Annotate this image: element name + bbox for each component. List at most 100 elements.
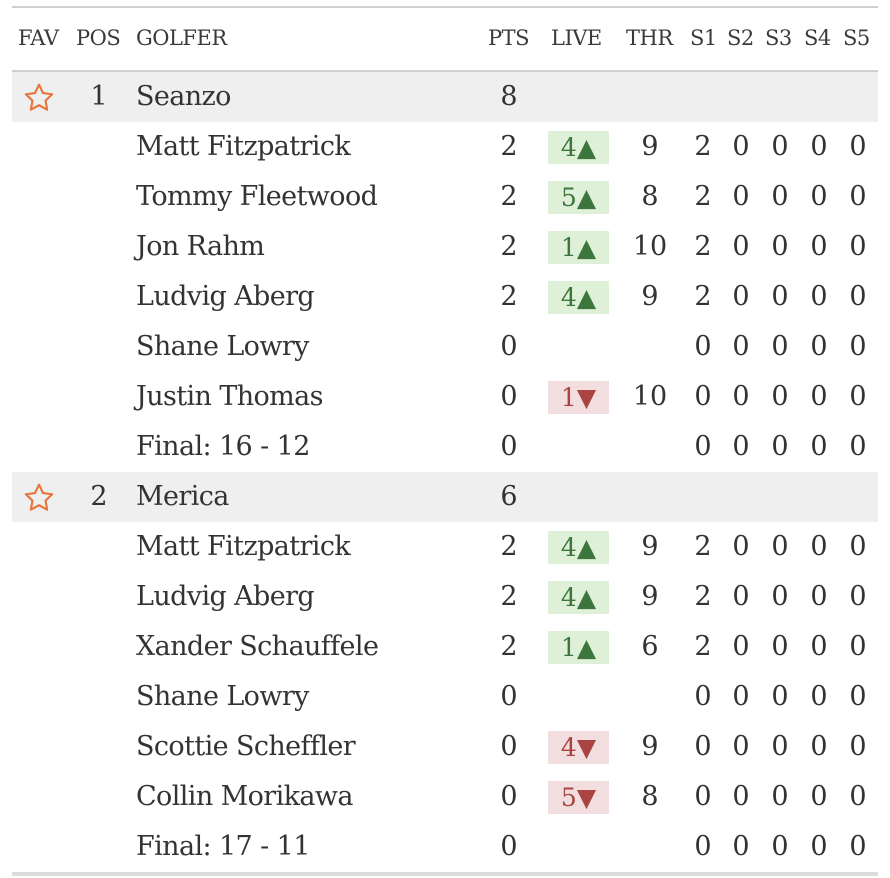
golfer-name: Scottie Scheffler [136, 731, 356, 762]
golfer-s4: 0 [810, 731, 828, 762]
golfer-s3: 0 [771, 281, 789, 312]
golfer-points: 2 [500, 231, 518, 262]
golfer-name: Ludvig Aberg [136, 581, 315, 612]
golfer-s1: 2 [694, 581, 712, 612]
golfer-points: 0 [500, 331, 518, 362]
golfer-s3: 0 [771, 231, 789, 262]
golfer-s4: 0 [810, 681, 828, 712]
golfer-thru: 9 [641, 131, 659, 162]
favorite-star-icon[interactable] [22, 481, 56, 515]
golfer-name: Matt Fitzpatrick [136, 131, 351, 162]
golfer-s5: 0 [849, 631, 867, 662]
golfer-s3: 0 [771, 731, 789, 762]
golfer-row: Ludvig Aberg 2 4▲ 9 2 0 0 0 0 [12, 572, 878, 622]
header-s5: S5 [843, 26, 870, 50]
leaderboard-table: FAV POS GOLFER PTS LIVE THR S1 S2 S3 S4 … [12, 6, 878, 876]
golfer-points: 0 [500, 731, 518, 762]
golfer-s5: 0 [849, 331, 867, 362]
golfer-s4: 0 [810, 531, 828, 562]
golfer-s4: 0 [810, 231, 828, 262]
header-live: LIVE [551, 26, 602, 50]
golfer-s2: 0 [732, 431, 750, 462]
golfer-row: Scottie Scheffler 0 4▼ 9 0 0 0 0 0 [12, 722, 878, 772]
golfer-s4: 0 [810, 631, 828, 662]
golfer-points: 2 [500, 531, 518, 562]
golfer-thru: 9 [641, 731, 659, 762]
golfer-points: 2 [500, 631, 518, 662]
golfer-s3: 0 [771, 681, 789, 712]
team-points: 8 [500, 81, 518, 112]
golfer-s5: 0 [849, 831, 867, 862]
golfer-name: Final: 16 - 12 [136, 431, 310, 462]
golfer-s4: 0 [810, 581, 828, 612]
live-up-badge: 1▲ [548, 231, 609, 264]
golfer-s4: 0 [810, 381, 828, 412]
golfer-s2: 0 [732, 781, 750, 812]
golfer-name: Ludvig Aberg [136, 281, 315, 312]
golfer-s4: 0 [810, 331, 828, 362]
table-bottom-border [12, 872, 878, 876]
golfer-s2: 0 [732, 631, 750, 662]
golfer-s1: 2 [694, 531, 712, 562]
team-name: Merica [136, 481, 229, 512]
golfer-name: Justin Thomas [136, 381, 324, 412]
golfer-row: Final: 16 - 12 0 0 0 0 0 0 [12, 422, 878, 472]
golfer-row: Ludvig Aberg 2 4▲ 9 2 0 0 0 0 [12, 272, 878, 322]
golfer-name: Tommy Fleetwood [136, 181, 378, 212]
golfer-s1: 0 [694, 681, 712, 712]
golfer-name: Xander Schauffele [136, 631, 379, 662]
golfer-row: Matt Fitzpatrick 2 4▲ 9 2 0 0 0 0 [12, 522, 878, 572]
golfer-s5: 0 [849, 131, 867, 162]
header-thr: THR [626, 26, 673, 50]
golfer-s1: 0 [694, 781, 712, 812]
golfer-thru: 8 [641, 781, 659, 812]
live-up-badge: 4▲ [548, 531, 609, 564]
header-pos: POS [76, 26, 121, 50]
golfer-s1: 2 [694, 631, 712, 662]
golfer-s5: 0 [849, 181, 867, 212]
golfer-s4: 0 [810, 831, 828, 862]
golfer-thru: 10 [632, 381, 668, 412]
golfer-s4: 0 [810, 181, 828, 212]
golfer-s5: 0 [849, 281, 867, 312]
golfer-s4: 0 [810, 431, 828, 462]
table-body: 1 Seanzo 8 Matt Fitzpatrick 2 4▲ 9 2 0 0 0 0 Tommy F… [12, 72, 878, 872]
golfer-s1: 2 [694, 281, 712, 312]
golfer-s5: 0 [849, 681, 867, 712]
golfer-thru: 10 [632, 231, 668, 262]
header-fav: FAV [18, 26, 59, 50]
favorite-star-icon[interactable] [22, 81, 56, 115]
golfer-s2: 0 [732, 831, 750, 862]
golfer-s4: 0 [810, 131, 828, 162]
golfer-s3: 0 [771, 581, 789, 612]
golfer-points: 0 [500, 431, 518, 462]
golfer-s2: 0 [732, 231, 750, 262]
golfer-thru: 6 [641, 631, 659, 662]
golfer-s1: 0 [694, 381, 712, 412]
golfer-s5: 0 [849, 381, 867, 412]
golfer-name: Jon Rahm [136, 231, 265, 262]
team-row[interactable]: 1 Seanzo 8 [12, 72, 878, 122]
golfer-points: 2 [500, 181, 518, 212]
live-down-badge: 4▼ [548, 731, 609, 764]
golfer-s1: 0 [694, 831, 712, 862]
golfer-s2: 0 [732, 331, 750, 362]
golfer-s1: 2 [694, 181, 712, 212]
golfer-s1: 0 [694, 431, 712, 462]
team-points: 6 [500, 481, 518, 512]
golfer-s1: 0 [694, 331, 712, 362]
live-up-badge: 1▲ [548, 631, 609, 664]
golfer-s2: 0 [732, 581, 750, 612]
golfer-s1: 2 [694, 231, 712, 262]
golfer-s3: 0 [771, 131, 789, 162]
team-row[interactable]: 2 Merica 6 [12, 472, 878, 522]
table-header: FAV POS GOLFER PTS LIVE THR S1 S2 S3 S4 … [12, 6, 878, 72]
golfer-s4: 0 [810, 281, 828, 312]
golfer-s5: 0 [849, 431, 867, 462]
team-position: 2 [90, 481, 108, 512]
golfer-s2: 0 [732, 181, 750, 212]
golfer-s2: 0 [732, 731, 750, 762]
live-down-badge: 1▼ [548, 381, 609, 414]
golfer-thru: 8 [641, 181, 659, 212]
golfer-s3: 0 [771, 531, 789, 562]
